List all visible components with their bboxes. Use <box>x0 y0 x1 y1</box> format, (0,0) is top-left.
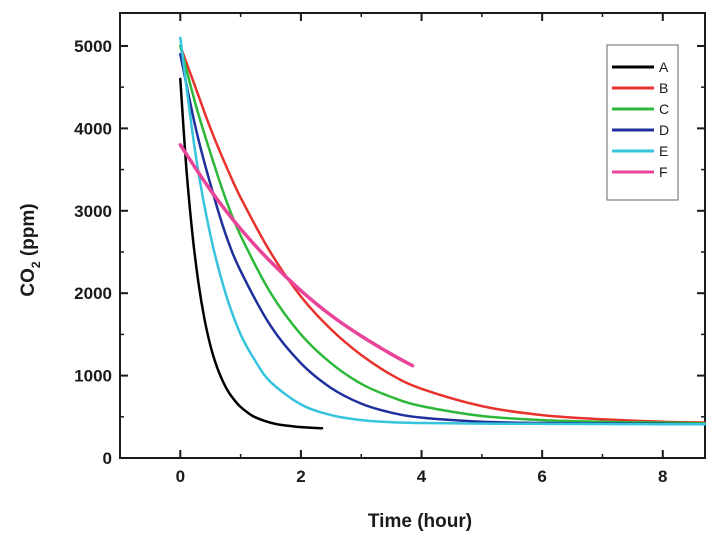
series-line-b <box>179 44 707 424</box>
x-tick-label: 2 <box>296 467 305 486</box>
y-tick-label: 1000 <box>74 367 112 386</box>
tick-labels: 0 2 4 6 8 0 1000 2000 3000 4000 5000 <box>74 37 667 486</box>
series-lines <box>178 36 707 430</box>
legend-label-c: C <box>659 101 669 117</box>
y-tick-label: 0 <box>103 449 112 468</box>
y-axis-label-main: CO <box>18 268 39 297</box>
axis-ticks <box>119 13 705 459</box>
x-tick-label: 0 <box>176 467 185 486</box>
x-tick-label: 8 <box>658 467 667 486</box>
y-tick-label: 4000 <box>74 119 112 138</box>
legend-label-b: B <box>659 80 668 96</box>
legend-label-f: F <box>659 164 668 180</box>
series-line-c <box>179 44 707 425</box>
y-tick-label: 2000 <box>74 284 112 303</box>
y-tick-label: 5000 <box>74 37 112 56</box>
y-tick-label: 3000 <box>74 202 112 221</box>
legend-label-d: D <box>659 122 669 138</box>
y-axis-label: CO2 (ppm) <box>18 203 43 296</box>
legend-label-e: E <box>659 143 668 159</box>
legend-box <box>606 44 679 201</box>
series-line-a <box>179 77 324 430</box>
series-line-f <box>178 143 415 368</box>
y-axis-label-subscript: 2 <box>29 261 43 268</box>
x-tick-label: 4 <box>417 467 427 486</box>
x-axis-label: Time (hour) <box>368 511 472 532</box>
legend-label-a: A <box>659 59 669 75</box>
series-line-e <box>179 36 707 426</box>
x-tick-label: 6 <box>537 467 546 486</box>
y-axis-label-unit: (ppm) <box>18 203 39 261</box>
